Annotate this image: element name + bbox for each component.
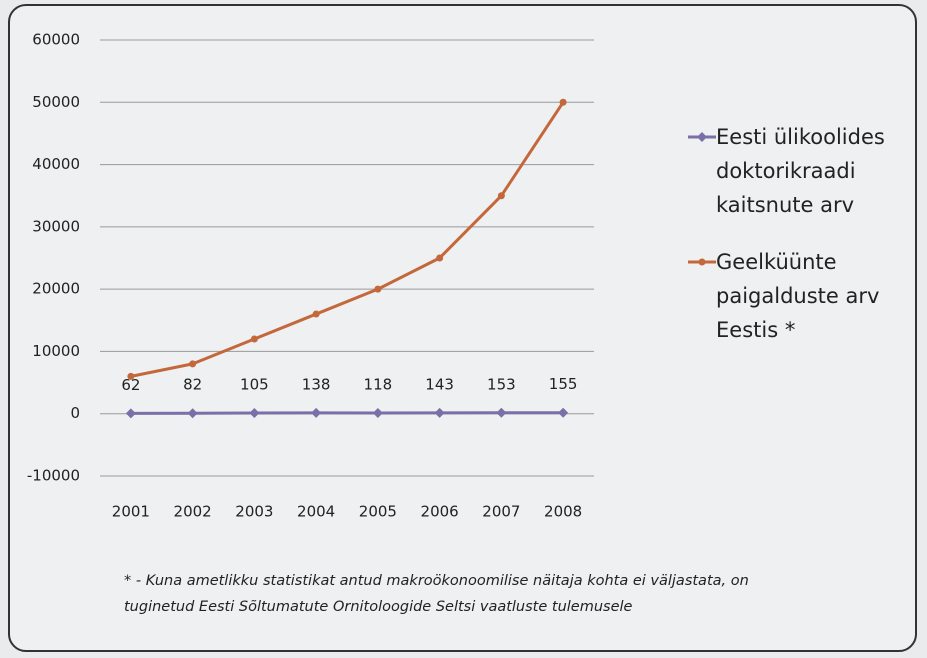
x-tick-label: 2002	[174, 503, 212, 521]
marker	[372, 407, 383, 418]
frame	[8, 4, 917, 652]
marker	[496, 407, 507, 418]
x-tick-label: 2008	[544, 503, 582, 521]
y-tick-label: 10000	[32, 342, 80, 360]
y-tick-label: 20000	[32, 280, 80, 298]
x-tick-label: 2001	[112, 503, 150, 521]
data-label: 153	[487, 375, 516, 393]
x-tick-label: 2003	[235, 503, 273, 521]
marker	[187, 408, 198, 419]
data-label: 155	[549, 375, 578, 393]
marker	[436, 254, 444, 262]
x-tick-label: 2004	[297, 503, 335, 521]
data-label: 143	[425, 375, 454, 393]
marker	[189, 360, 197, 368]
marker	[127, 372, 135, 380]
x-tick-label: 2007	[482, 503, 520, 521]
marker	[312, 310, 320, 318]
marker	[311, 407, 322, 418]
marker	[250, 335, 258, 343]
series-line	[130, 411, 564, 415]
marker	[697, 132, 707, 142]
marker	[698, 258, 706, 266]
legend-label: Geelküünte paigalduste arv Eestis *	[716, 250, 880, 342]
x-tick-label: 2006	[421, 503, 459, 521]
data-label: 118	[364, 375, 393, 393]
footnote: * - Kuna ametlikku statistikat antud mak…	[124, 573, 749, 615]
data-label: 138	[302, 375, 331, 393]
data-label: 105	[240, 376, 269, 394]
x-tick-label: 2005	[359, 503, 397, 521]
marker	[497, 192, 505, 200]
marker	[125, 408, 136, 419]
data-label: 82	[183, 376, 202, 394]
marker	[374, 285, 382, 293]
y-tick-label: 50000	[32, 93, 80, 111]
y-tick-label: 30000	[32, 217, 80, 235]
y-tick-label: 0	[70, 404, 80, 422]
marker	[559, 98, 567, 106]
marker	[558, 407, 569, 418]
marker	[434, 407, 445, 418]
marker	[249, 408, 260, 419]
data-label: 62	[121, 376, 140, 394]
series-line	[130, 101, 565, 378]
y-tick-label: -10000	[27, 467, 80, 485]
legend-label: Eesti ülikoolides doktorikraadi kaitsnut…	[716, 125, 885, 217]
y-tick-label: 40000	[32, 155, 80, 173]
y-tick-label: 60000	[32, 31, 80, 49]
